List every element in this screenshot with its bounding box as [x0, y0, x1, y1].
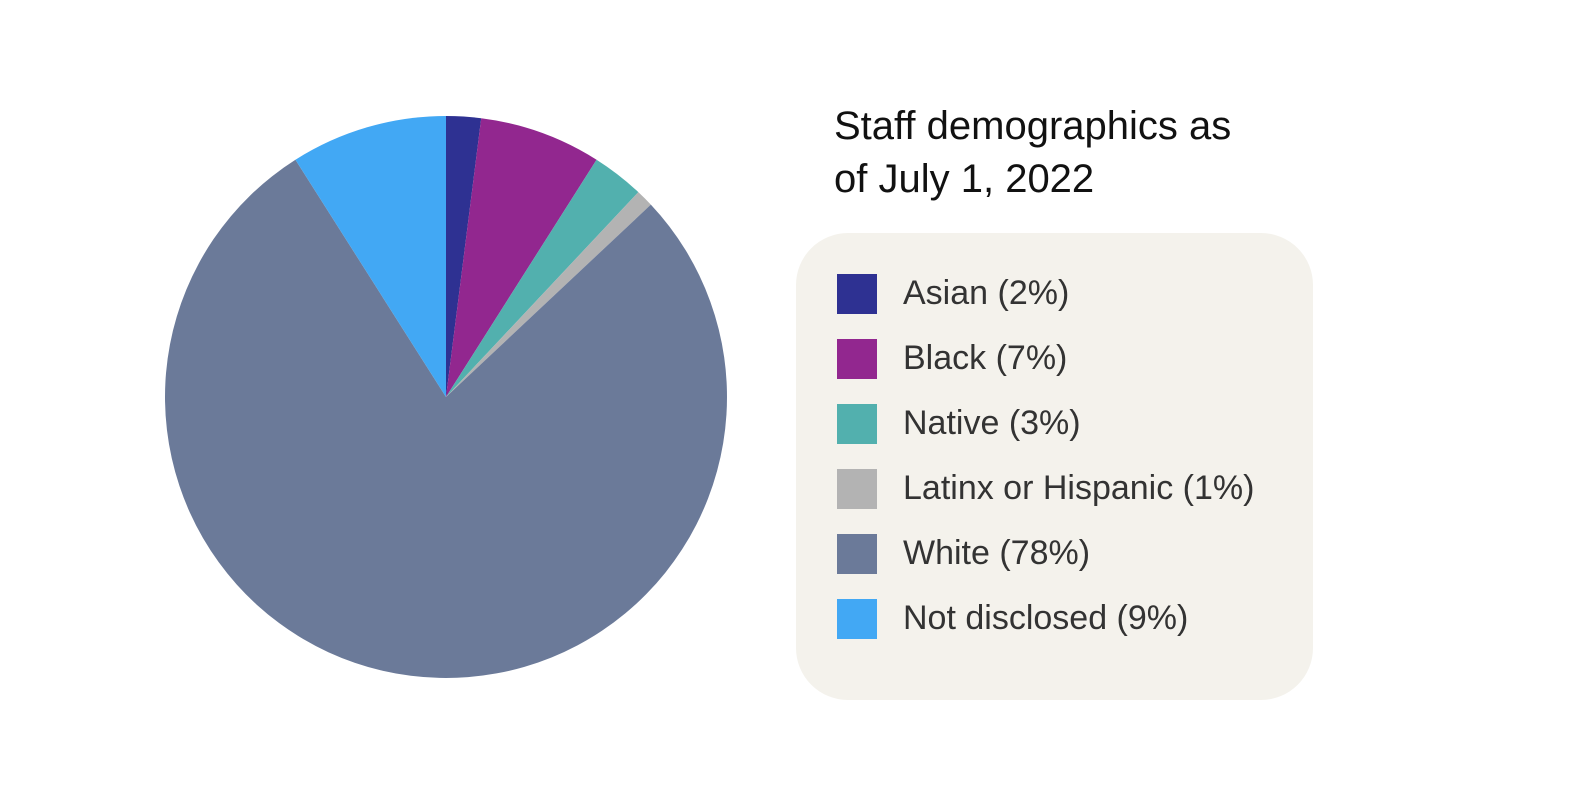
pie-slice: [446, 159, 639, 397]
pie-slice: [446, 192, 651, 397]
chart-title: Staff demographics as of July 1, 2022: [834, 104, 1232, 201]
legend-label: Black (7%): [903, 339, 1067, 377]
legend-label: Latinx or Hispanic (1%): [903, 469, 1254, 507]
legend-label: Asian (2%): [903, 274, 1069, 312]
legend-label: White (78%): [903, 534, 1090, 572]
legend-label: Native (3%): [903, 404, 1081, 442]
legend-swatch: [837, 469, 877, 509]
legend-swatch: [837, 339, 877, 379]
legend-swatch: [837, 599, 877, 639]
legend-swatch: [837, 534, 877, 574]
pie-slice: [446, 118, 597, 398]
pie-slice: [446, 116, 482, 397]
legend-box: [796, 233, 1313, 700]
pie-slice: [295, 116, 446, 397]
legend-swatch: [837, 404, 877, 444]
legend-label: Not disclosed (9%): [903, 599, 1188, 637]
legend-swatch: [837, 274, 877, 314]
pie-slice: [165, 159, 727, 679]
